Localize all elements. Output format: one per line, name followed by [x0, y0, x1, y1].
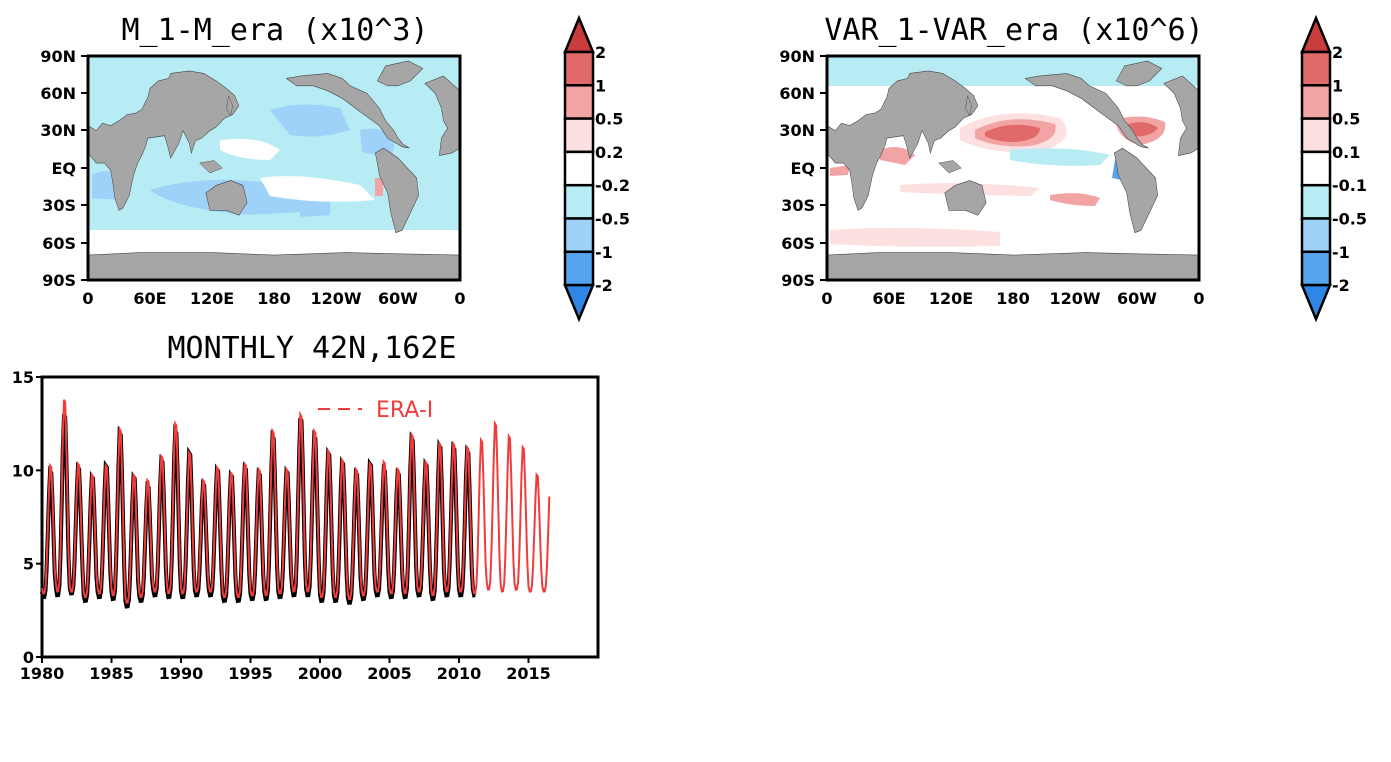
timeseries-xtick: 1985 — [89, 664, 134, 683]
map1-xtick: 0 — [454, 289, 465, 308]
map1-colorbar-swatch — [563, 50, 595, 87]
series-line-era-i — [41, 399, 551, 604]
map2-colorbar-swatch — [1300, 117, 1332, 154]
map2-y-axis: 90N 60N 30N EQ 30S 60S 90S — [779, 47, 827, 290]
map1-colorbar-swatch — [563, 283, 595, 323]
map1-colorbar-swatch — [563, 150, 595, 187]
timeseries-legend: ERA-I — [318, 398, 433, 423]
map1-colorbar-swatch — [563, 217, 595, 254]
map2-xtick: 60W — [1117, 289, 1157, 308]
timeseries-xtick: 2005 — [367, 664, 412, 683]
timeseries-xtick: 2000 — [298, 664, 343, 683]
timeseries-xtick: 1995 — [228, 664, 273, 683]
map2-colorbar-label: -2 — [1332, 276, 1350, 295]
map2-colorbar-swatch — [1300, 283, 1332, 323]
map2-ytick: 60S — [781, 234, 815, 253]
timeseries-xtick: 1990 — [159, 664, 204, 683]
map1-colorbar: 2 1 0.5 0.2 -0.2 -0.5 -1 -2 — [563, 14, 630, 323]
map2-xtick: 180 — [996, 289, 1029, 308]
map1-x-axis: 0 60E 120E 180 120W 60W 0 — [82, 289, 465, 308]
map2-colorbar-label: 1 — [1332, 76, 1343, 95]
map2-colorbar-swatch — [1300, 250, 1332, 287]
map2-ytick: 30N — [779, 121, 815, 140]
map1-colorbar-swatch — [563, 117, 595, 154]
timeseries-ytick: 10 — [12, 461, 34, 480]
map2-colorbar-swatch — [1300, 150, 1332, 187]
map1-colorbar-swatch — [563, 183, 595, 220]
map2-colorbar-label: 2 — [1332, 43, 1343, 62]
map1-ytick: 90S — [42, 271, 76, 290]
timeseries-xtick: 2015 — [506, 664, 551, 683]
map2-colorbar-label: -0.1 — [1332, 176, 1367, 195]
legend-label-era: ERA-I — [376, 398, 433, 423]
timeseries-plot: 1980 1985 1990 1995 2000 2005 2010 2015 0 5 10 15 E… — [12, 368, 600, 683]
map2-colorbar-swatch — [1300, 84, 1332, 120]
map1-colorbar-label: -2 — [595, 276, 613, 295]
map2-xtick: 120E — [929, 289, 973, 308]
map2-x-axis: 0 60E 120E 180 120W 60W 0 — [821, 289, 1204, 308]
map1-colorbar-label: -1 — [595, 243, 613, 262]
map1-xtick: 60E — [133, 289, 166, 308]
map1-xtick: 120E — [190, 289, 234, 308]
timeseries-frame — [40, 375, 600, 659]
timeseries-ytick: 0 — [23, 648, 34, 667]
map1-colorbar-label: 1 — [595, 76, 606, 95]
map1-colorbar-label: 2 — [595, 43, 606, 62]
map2-colorbar-swatch — [1300, 217, 1332, 254]
map2-title: VAR_1-VAR_era (x10^6) — [824, 13, 1203, 48]
map1-field — [86, 54, 462, 282]
map1-ytick: 60S — [42, 234, 76, 253]
timeseries-xtick: 2010 — [437, 664, 482, 683]
map1-colorbar-label: 0.5 — [595, 110, 623, 129]
map1-colorbar-swatch — [563, 84, 595, 120]
map2-colorbar-label: -1 — [1332, 243, 1350, 262]
map2-ytick: 30S — [781, 196, 815, 215]
timeseries-ytick: 5 — [23, 555, 34, 574]
map1-ytick: 30S — [42, 196, 76, 215]
map1-xtick: 120W — [310, 289, 361, 308]
map2-xtick: 0 — [1193, 289, 1204, 308]
map1-y-axis: 90N 60N 30N EQ 30S 60S 90S — [40, 47, 88, 290]
map2-xtick: 120W — [1049, 289, 1100, 308]
map2-xtick: 60E — [872, 289, 905, 308]
map1-colorbar-swatch — [563, 14, 595, 54]
map2-ytick: EQ — [790, 159, 815, 178]
map2-colorbar-label: -0.5 — [1332, 210, 1367, 229]
map2-colorbar-swatch — [1300, 183, 1332, 220]
map1-xtick: 180 — [257, 289, 290, 308]
map1-colorbar-label: -0.2 — [595, 176, 630, 195]
map1-xtick: 0 — [82, 289, 93, 308]
timeseries-xtick: 1980 — [20, 664, 65, 683]
map1-ytick: 30N — [40, 121, 76, 140]
map1-colorbar-label: -0.5 — [595, 210, 630, 229]
map2-ytick: 60N — [779, 84, 815, 103]
map1-ytick: 60N — [40, 84, 76, 103]
map2-colorbar-label: 0.5 — [1332, 110, 1360, 129]
map2-colorbar-swatch — [1300, 50, 1332, 87]
timeseries-title: MONTHLY 42N,162E — [168, 331, 457, 366]
map1-ytick: 90N — [40, 47, 76, 66]
map2-field — [825, 54, 1201, 282]
map1-ytick: EQ — [51, 159, 76, 178]
timeseries-ytick: 15 — [12, 368, 34, 387]
map2-colorbar-label: 0.1 — [1332, 143, 1360, 162]
map2-colorbar: 2 1 0.5 0.1 -0.1 -0.5 -1 -2 — [1300, 14, 1367, 323]
map1-xtick: 60W — [378, 289, 418, 308]
map2-ytick: 90N — [779, 47, 815, 66]
map1-colorbar-swatch — [563, 250, 595, 287]
map2-xtick: 0 — [821, 289, 832, 308]
map2-colorbar-swatch — [1300, 14, 1332, 54]
map2-ytick: 90S — [781, 271, 815, 290]
map1-title: M_1-M_era (x10^3) — [121, 13, 428, 48]
map1-colorbar-label: 0.2 — [595, 143, 623, 162]
